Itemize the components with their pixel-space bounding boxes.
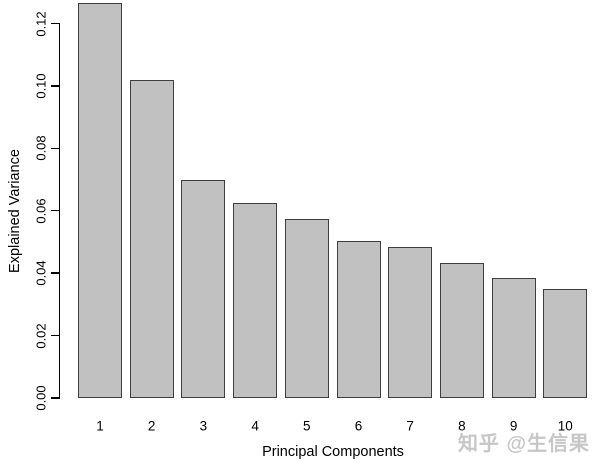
y-tick-mark [51,22,59,25]
y-tick-mark [51,85,59,87]
bar-pc-2 [129,79,174,398]
x-tick-label: 2 [147,418,156,434]
y-axis-title: Explained Variance [7,149,23,273]
y-tick-label: 0.02 [33,322,49,349]
x-tick-label: 5 [303,418,311,434]
x-tick-label: 3 [199,418,208,434]
x-tick-label: 8 [458,418,466,434]
y-tick-label: 0.06 [33,198,49,224]
x-tick-label: 1 [96,418,104,434]
x-tick-label: 4 [251,418,259,434]
y-axis-line [59,23,61,399]
y-tick-mark [51,272,59,274]
bar-pc-8 [439,262,484,398]
y-tick-label: 0.08 [33,135,49,161]
bar-pc-4 [233,203,278,398]
x-tick-label: 10 [557,418,573,434]
y-tick-label: 0.04 [33,260,49,286]
x-tick-label: 7 [406,418,414,434]
y-tick-label: 0.12 [33,10,49,37]
y-tick-mark [51,334,59,337]
y-tick-mark [51,397,59,399]
y-tick-mark [51,147,59,150]
bar-pc-1 [78,3,122,398]
y-tick-label: 0.10 [33,73,49,99]
y-tick-mark [51,210,59,212]
y-tick-label: 0.00 [33,385,49,411]
bar-pc-10 [543,289,588,398]
watermark: 知乎 @生信果 [457,433,590,455]
x-axis-title: Principal Components [262,444,404,460]
x-tick-label: 6 [354,418,363,434]
bar-pc-7 [388,246,433,398]
bar-pc-5 [284,219,329,398]
bar-pc-6 [336,240,381,398]
bar-pc-3 [181,180,226,398]
x-tick-label: 9 [509,418,518,434]
bar-pc-9 [491,278,536,398]
